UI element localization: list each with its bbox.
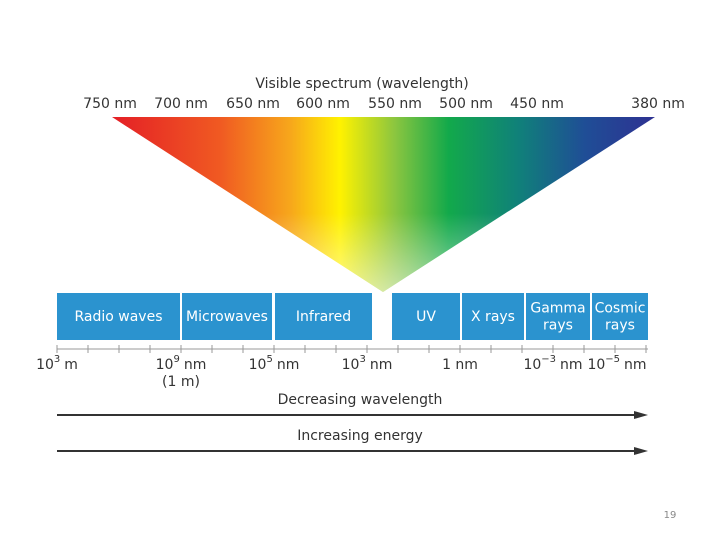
scale-unit: m <box>64 357 78 373</box>
arrow-head <box>634 447 648 455</box>
scale-unit: nm <box>624 357 647 373</box>
band-label: X rays <box>471 309 515 325</box>
page-number: 19 <box>664 510 677 521</box>
band <box>182 293 272 340</box>
band-label: Microwaves <box>186 309 268 325</box>
wavelength-label: 700 nm <box>154 96 208 112</box>
wavelength-label: 380 nm <box>631 96 685 112</box>
arrow-label: Increasing energy <box>297 428 423 444</box>
scale-label: 10−5 nm <box>587 354 646 373</box>
scale-label: 103 m <box>36 354 78 373</box>
scale-exp: 3 <box>359 354 365 365</box>
scale-base: 10 <box>587 357 605 373</box>
scale-label: 109 nm <box>156 354 207 373</box>
scale-label: 103 nm <box>342 354 393 373</box>
band-label: rays <box>605 318 635 334</box>
wavelength-label: 450 nm <box>510 96 564 112</box>
scale-unit: nm <box>277 357 300 373</box>
scale-label: 1 nm <box>442 357 478 373</box>
scale-exp: 5 <box>266 354 272 365</box>
scale-exp: 9 <box>173 354 179 365</box>
scale-base: 10 <box>36 357 54 373</box>
arrow-label: Decreasing wavelength <box>278 392 443 408</box>
band <box>462 293 524 340</box>
scale-base: 10 <box>156 357 174 373</box>
wavelength-label: 500 nm <box>439 96 493 112</box>
wavelength-label: 650 nm <box>226 96 280 112</box>
wavelength-label: 550 nm <box>368 96 422 112</box>
scale-text: 1 nm <box>442 357 478 373</box>
scale-label: 10−3 nm <box>523 354 582 373</box>
arrow-head <box>634 411 648 419</box>
spectrum-title: Visible spectrum (wavelength) <box>255 76 468 92</box>
scale-exp: −3 <box>541 354 556 365</box>
band-label: Radio waves <box>74 309 162 325</box>
band <box>526 293 590 340</box>
scale-unit: nm <box>370 357 393 373</box>
band <box>275 293 372 340</box>
scale-base: 10 <box>249 357 267 373</box>
band-label: Cosmic <box>595 301 646 317</box>
scale-base: 10 <box>523 357 541 373</box>
band <box>592 293 648 340</box>
scale-exp: 3 <box>54 354 60 365</box>
scale-unit: nm <box>560 357 583 373</box>
scale-unit: nm <box>184 357 207 373</box>
scale-note: (1 m) <box>162 374 200 390</box>
band <box>57 293 180 340</box>
band-label: rays <box>543 318 573 334</box>
band-label: Infrared <box>296 309 351 325</box>
wavelength-label: 600 nm <box>296 96 350 112</box>
scale-base: 10 <box>342 357 360 373</box>
scale-label: 105 nm <box>249 354 300 373</box>
band <box>392 293 460 340</box>
spectrum-fade <box>112 117 655 292</box>
band-label: Gamma <box>530 301 585 317</box>
band-label: UV <box>416 309 436 325</box>
wavelength-label: 750 nm <box>83 96 137 112</box>
scale-exp: −5 <box>605 354 620 365</box>
